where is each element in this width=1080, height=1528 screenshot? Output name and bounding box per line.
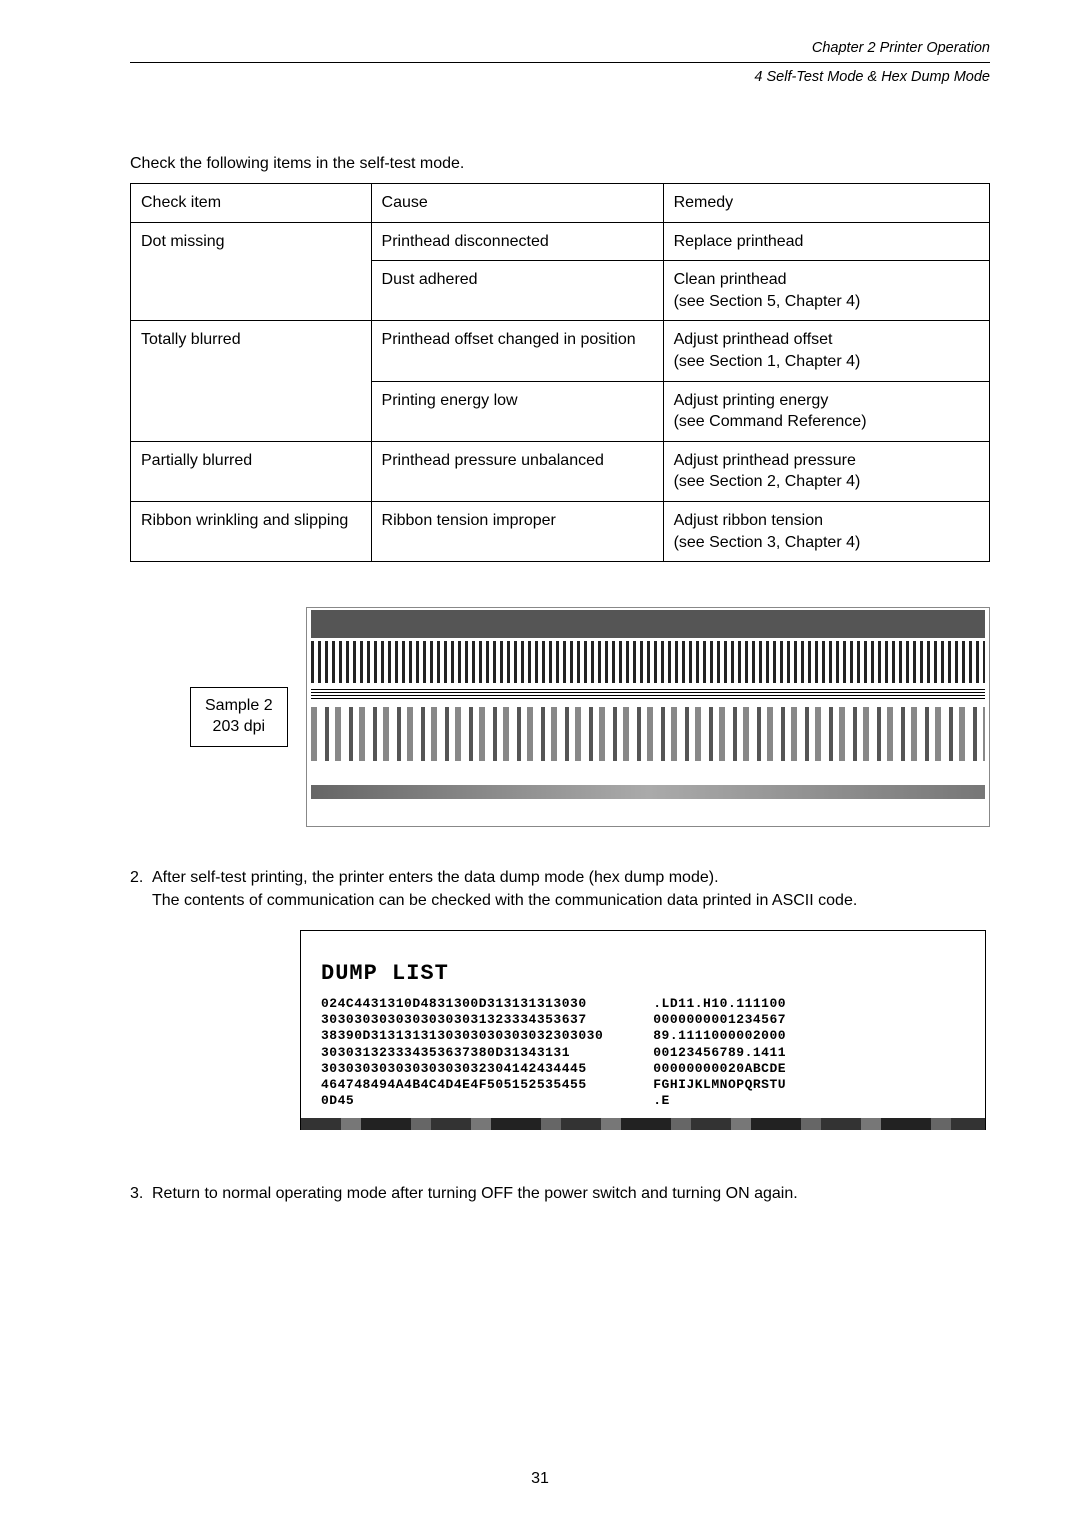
th-cause: Cause [371,184,663,223]
dump-list-title: DUMP LIST [321,961,965,986]
step-3-text: 3.Return to normal operating mode after … [130,1185,990,1203]
th-remedy: Remedy [663,184,989,223]
cell-cause: Printing energy low [371,381,663,441]
cell-cause: Printhead offset changed in position [371,321,663,381]
cell-remedy: Adjust printing energy(see Command Refer… [663,381,989,441]
dump-list-box: DUMP LIST 024C4431310D4831300D3131313130… [300,930,986,1130]
page-number: 31 [0,1470,1080,1488]
table-row: Dot missingPrinthead disconnectedReplace… [131,222,990,261]
th-check-item: Check item [131,184,372,223]
header-rule [130,62,990,63]
table-header-row: Check item Cause Remedy [131,184,990,223]
cell-check-item: Ribbon wrinkling and slipping [131,501,372,561]
cell-check-item: Totally blurred [131,321,372,441]
step-2-text: 2.After self-test printing, the printer … [130,867,990,912]
dump-footer-bar [301,1118,985,1130]
cell-remedy: Clean printhead(see Section 5, Chapter 4… [663,261,989,321]
cell-check-item: Dot missing [131,222,372,321]
chapter-heading: Chapter 2 Printer Operation [130,40,990,62]
cell-cause: Ribbon tension improper [371,501,663,561]
cell-remedy: Adjust printhead offset(see Section 1, C… [663,321,989,381]
section-heading: 4 Self-Test Mode & Hex Dump Mode [130,69,990,85]
cell-check-item: Partially blurred [131,441,372,501]
step-3-body: Return to normal operating mode after tu… [152,1185,798,1202]
sample-printout-image [306,607,990,827]
dump-hex-column: 024C4431310D4831300D31313131303030303030… [321,996,603,1110]
sample-label-line2: 203 dpi [213,718,266,735]
dump-ascii-column: .LD11.H10.111100000000000123456789.11110… [653,996,786,1110]
step-3-number: 3. [130,1185,152,1203]
step-2-line2: The contents of communication can be che… [130,890,990,912]
sample-label-line1: Sample 2 [205,697,273,714]
step-2-line1: After self-test printing, the printer en… [152,869,719,886]
cell-cause: Dust adhered [371,261,663,321]
table-row: Partially blurredPrinthead pressure unba… [131,441,990,501]
cell-remedy: Adjust printhead pressure(see Section 2,… [663,441,989,501]
sample-label: Sample 2 203 dpi [190,687,288,747]
cell-cause: Printhead disconnected [371,222,663,261]
cell-cause: Printhead pressure unbalanced [371,441,663,501]
cell-remedy: Adjust ribbon tension(see Section 3, Cha… [663,501,989,561]
troubleshooting-table: Check item Cause Remedy Dot missingPrint… [130,183,990,562]
cell-remedy: Replace printhead [663,222,989,261]
table-row: Totally blurredPrinthead offset changed … [131,321,990,381]
table-row: Ribbon wrinkling and slippingRibbon tens… [131,501,990,561]
intro-text: Check the following items in the self-te… [130,155,990,173]
step-2-number: 2. [130,867,152,889]
